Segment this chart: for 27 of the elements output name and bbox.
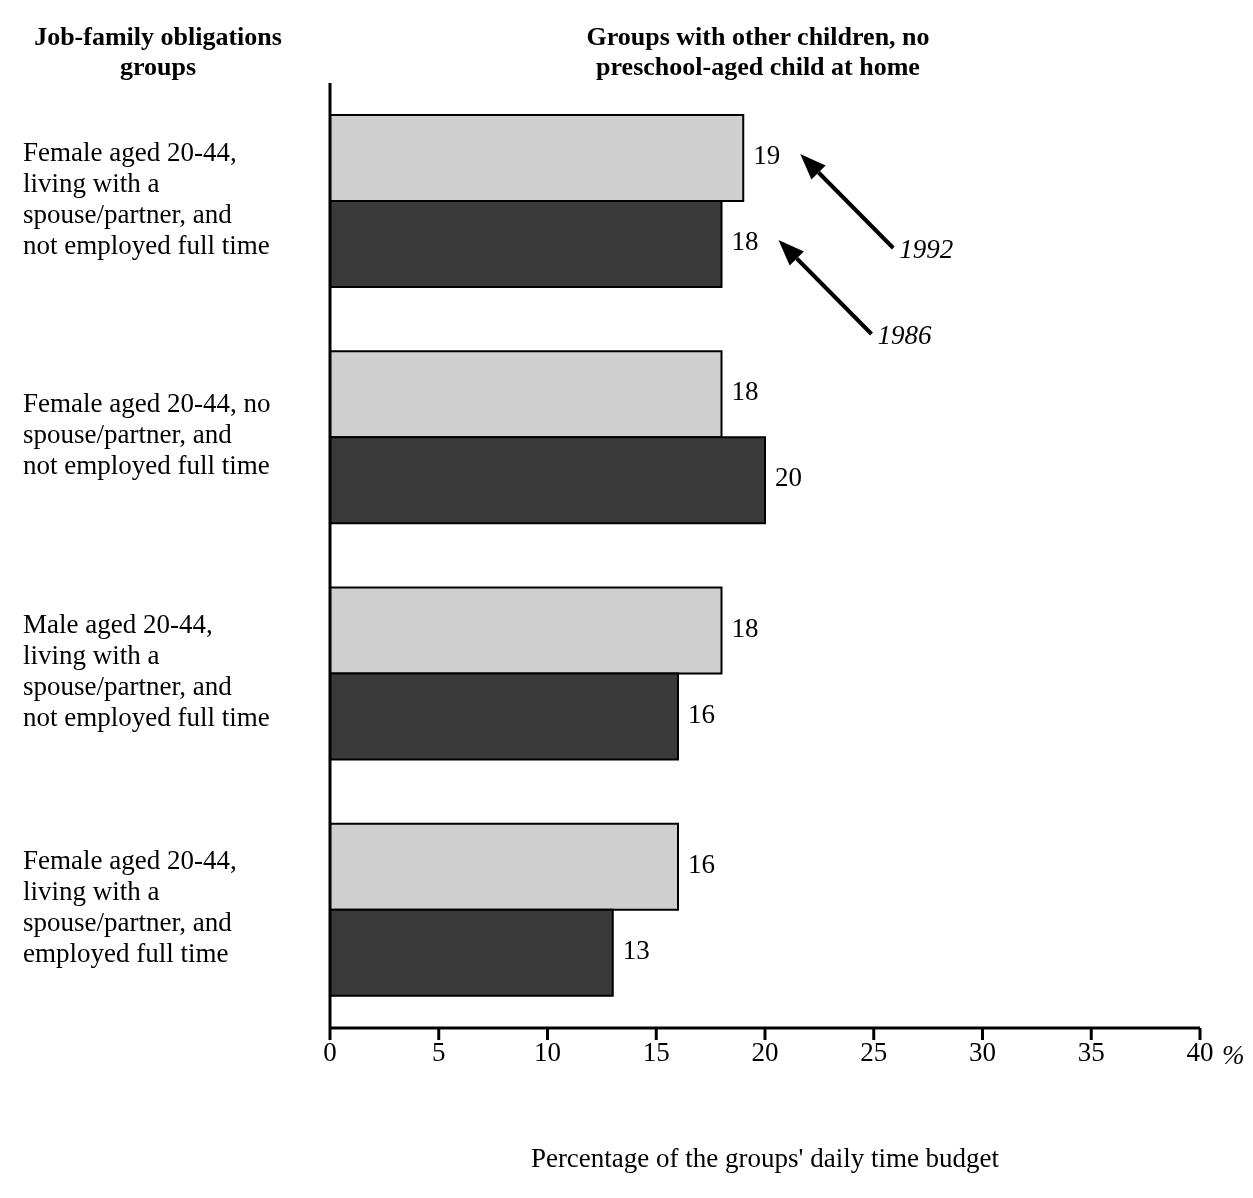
data-label: 19 [753, 140, 781, 171]
data-label: 20 [775, 462, 802, 493]
x-tick-label: 20 [751, 1037, 779, 1068]
y-tick-label: Female aged 20-44, living with a spouse/partner, and not employed full time [23, 136, 270, 260]
x-tick-label: 10 [534, 1037, 561, 1068]
text: 1992 [899, 234, 954, 265]
text: 1986 [877, 320, 932, 351]
x-tick-label: 5 [432, 1037, 446, 1068]
data-label: 18 [731, 612, 759, 643]
x-tick-label: 0 [323, 1037, 337, 1068]
y-tick-label: Female aged 20-44, living with a spouse/partner, and employed full time [23, 845, 237, 969]
x-tick-label: 25 [860, 1037, 888, 1068]
data-label: 18 [731, 376, 759, 407]
y-axis-title: Job-family obligations groups [33, 22, 283, 82]
y-tick-label: Male aged 20-44, living with a spouse/partner, and not employed full time [23, 609, 270, 733]
y-tick-label: Female aged 20-44, no spouse/partner, and not employed full time [23, 388, 271, 481]
data-label: 16 [688, 848, 715, 879]
x-axis-title: Percentage of the groups' daily time budget [529, 1143, 1001, 1174]
x-tick-label: 40 [1186, 1037, 1214, 1068]
data-label: 18 [731, 226, 759, 257]
x-tick-label: 15 [642, 1037, 670, 1068]
data-label: 13 [622, 934, 650, 965]
x-tick-label: 30 [969, 1037, 996, 1068]
text: % [1222, 1040, 1245, 1071]
data-label: 16 [688, 698, 715, 729]
x-tick-label: 35 [1077, 1037, 1105, 1068]
chart-title: Groups with other children, no preschool-aged child at home [585, 22, 931, 82]
